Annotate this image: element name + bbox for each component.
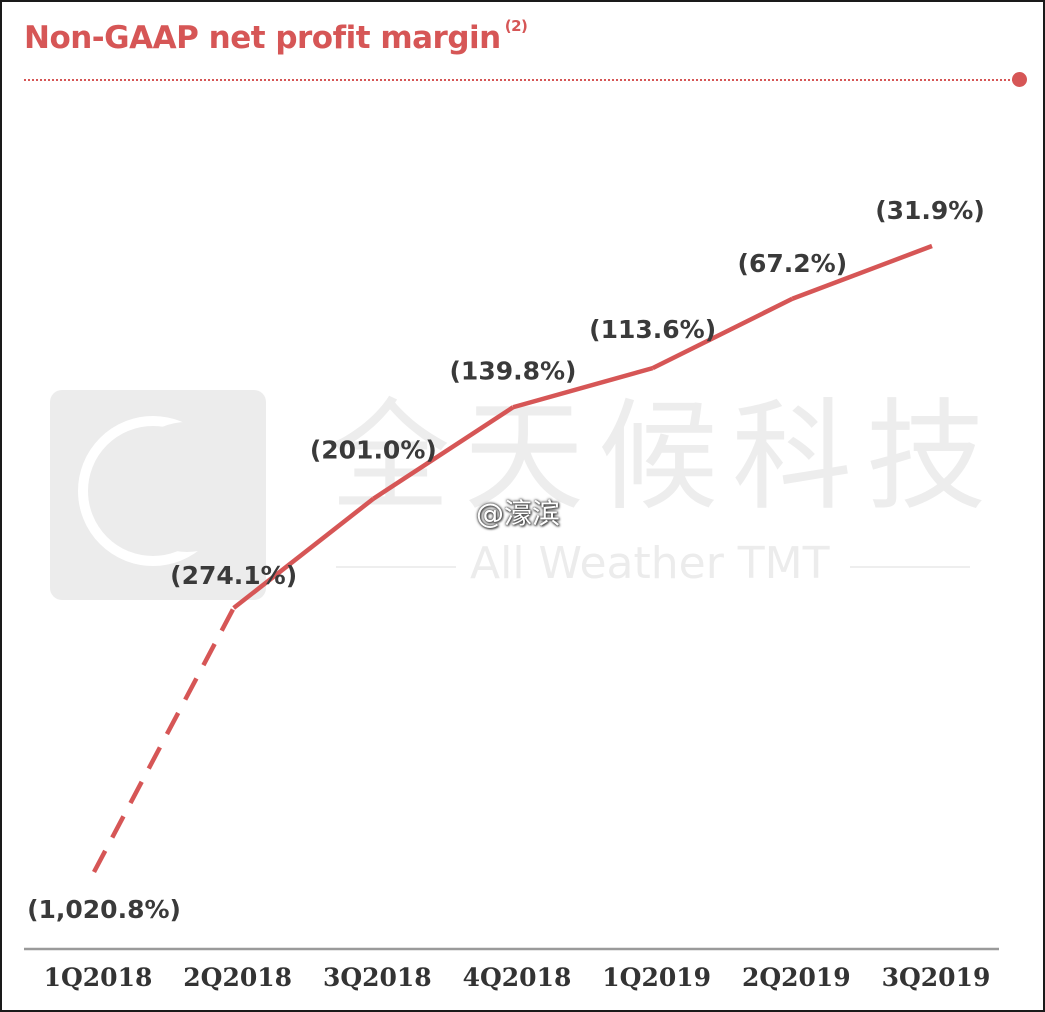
x-tick-label: 2Q2019 xyxy=(742,963,851,992)
x-tick-label: 4Q2018 xyxy=(463,963,572,992)
x-tick-label: 1Q2019 xyxy=(602,963,711,992)
data-label: (139.8%) xyxy=(450,356,577,385)
series-segment-dashed xyxy=(92,606,236,874)
title-dotted-rule xyxy=(24,79,1014,81)
data-label: (31.9%) xyxy=(875,196,985,225)
series-segment xyxy=(651,296,794,371)
x-tick-label: 2Q2018 xyxy=(183,963,292,992)
x-tick-label: 3Q2019 xyxy=(882,963,991,992)
data-label: (67.2%) xyxy=(738,249,848,278)
data-label: (113.6%) xyxy=(589,315,716,344)
chart-title-text: Non-GAAP net profit margin xyxy=(24,20,501,56)
series-segment xyxy=(512,365,654,410)
watermark-handle: @濠滨 xyxy=(476,497,561,530)
series-segment xyxy=(372,405,515,501)
series-segment xyxy=(232,496,375,610)
chart-title: Non-GAAP net profit margin (2) xyxy=(24,16,528,56)
title-rule-end-dot xyxy=(1012,72,1027,87)
data-label: (274.1%) xyxy=(170,561,297,590)
x-tick-label: 3Q2018 xyxy=(323,963,432,992)
x-tick-label: 1Q2018 xyxy=(44,963,153,992)
data-label: (201.0%) xyxy=(310,436,437,465)
chart-title-footnote: (2) xyxy=(504,16,528,35)
series-segment xyxy=(791,243,933,301)
data-label: (1,020.8%) xyxy=(27,895,181,924)
